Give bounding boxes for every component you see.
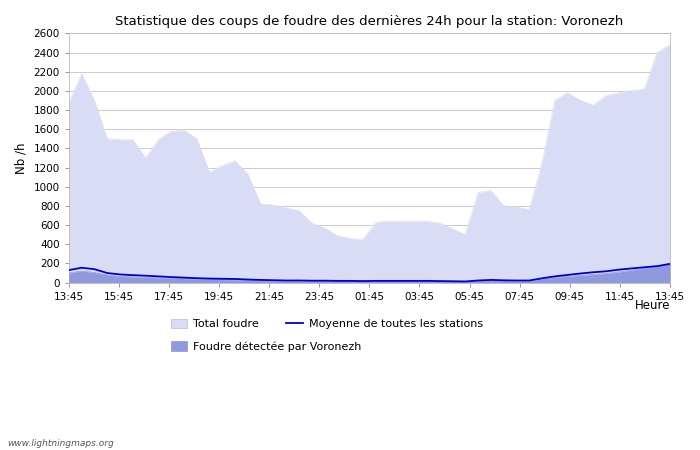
Y-axis label: Nb /h: Nb /h xyxy=(15,142,28,174)
Title: Statistique des coups de foudre des dernières 24h pour la station: Voronezh: Statistique des coups de foudre des dern… xyxy=(116,15,624,28)
Text: www.lightningmaps.org: www.lightningmaps.org xyxy=(7,439,113,448)
Legend: Foudre détectée par Voronezh: Foudre détectée par Voronezh xyxy=(171,342,361,352)
Text: Heure: Heure xyxy=(634,299,670,312)
